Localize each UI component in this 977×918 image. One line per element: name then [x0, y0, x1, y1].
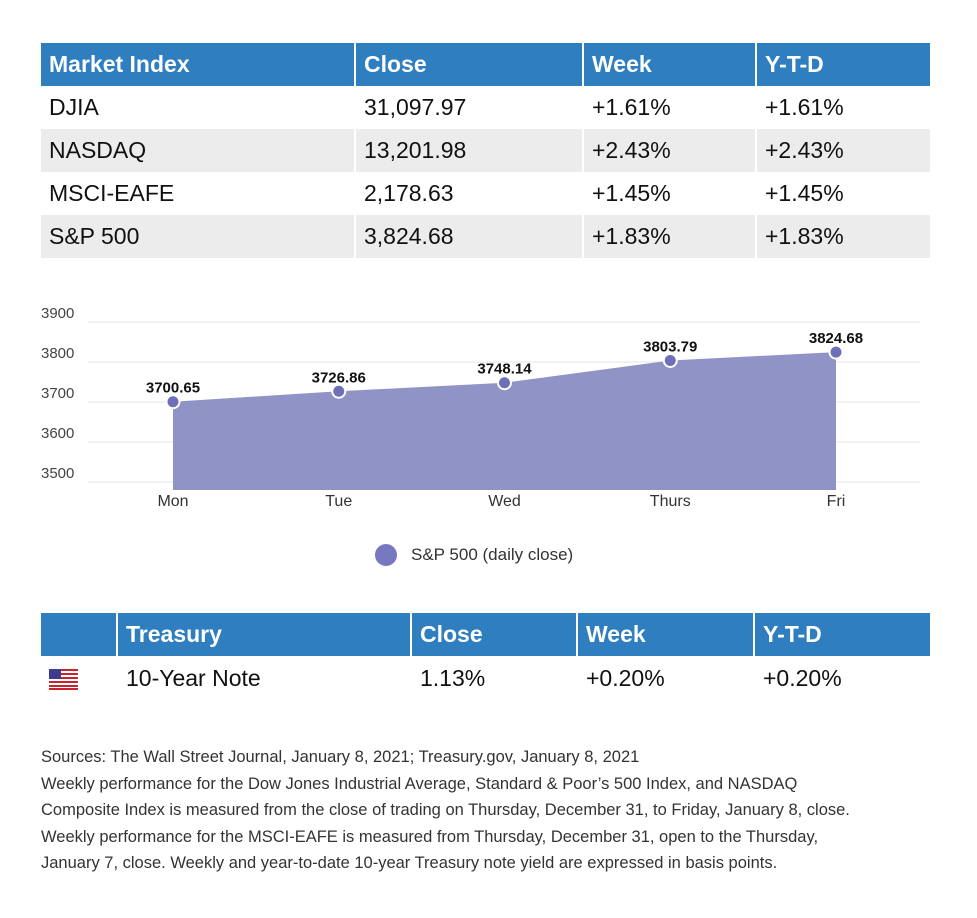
index-week: +1.83%	[583, 215, 757, 258]
y-tick-label: 3800	[41, 345, 74, 362]
flag-cell	[41, 656, 118, 701]
index-ytd: +1.61%	[765, 94, 844, 120]
index-ytd: +2.43%	[756, 129, 930, 172]
column-header-flag	[41, 613, 118, 656]
x-tick-label: Thurs	[650, 493, 691, 510]
chart-legend: S&P 500 (daily close)	[375, 544, 573, 566]
table-row: NASDAQ 13,201.98 +2.43% +2.43%	[41, 129, 930, 172]
treasury-ytd: +0.20%	[763, 665, 842, 691]
data-point	[662, 352, 678, 368]
data-label: 3726.86	[312, 369, 366, 386]
y-tick-label: 3500	[41, 465, 74, 482]
data-label: 3824.68	[809, 330, 863, 347]
index-week: +2.43%	[583, 129, 757, 172]
index-close: 3,824.68	[355, 215, 584, 258]
data-point	[331, 383, 347, 399]
table-header-row: Treasury Close Week Y-T-D	[41, 613, 930, 656]
series-area	[173, 352, 836, 490]
x-tick-label: Wed	[488, 493, 521, 510]
table-row: 10-Year Note 1.13% +0.20% +0.20%	[41, 656, 930, 701]
us-flag-icon	[49, 669, 78, 691]
data-point	[828, 344, 844, 360]
footnotes: Sources: The Wall Street Journal, Januar…	[41, 744, 941, 877]
x-tick-label: Tue	[325, 493, 352, 510]
footnote-line: Weekly performance for the MSCI-EAFE is …	[41, 827, 819, 846]
column-header-week: Week	[583, 43, 757, 86]
index-close: 13,201.98	[355, 129, 584, 172]
treasury-name: 10-Year Note	[117, 656, 412, 701]
column-header-ytd: Y-T-D	[756, 43, 930, 86]
index-name: DJIA	[41, 86, 356, 129]
index-week: +1.45%	[583, 172, 757, 215]
column-header-market-index: Market Index	[41, 43, 356, 86]
index-name: MSCI-EAFE	[41, 172, 356, 215]
index-ytd: +1.45%	[765, 180, 844, 206]
column-header-close: Close	[355, 43, 584, 86]
index-close: 31,097.97	[355, 86, 584, 129]
table-header-row: Market Index Close Week Y-T-D	[41, 43, 930, 86]
index-week: +1.61%	[583, 86, 757, 129]
treasury-table: Treasury Close Week Y-T-D 10-Year Note	[41, 613, 930, 701]
treasury-week: +0.20%	[577, 656, 755, 701]
legend-marker	[375, 544, 397, 566]
market-index-table: Market Index Close Week Y-T-D DJIA 31,09…	[41, 43, 930, 258]
data-label: 3748.14	[477, 361, 532, 378]
sp500-area-chart: 3900 3800 3700 3600 3500 Mon Tue Wed Thurs Fri 3…	[41, 305, 920, 510]
footnote-line: January 7, close. Weekly and year-to-dat…	[41, 854, 778, 872]
y-tick-label: 3600	[41, 425, 74, 442]
data-label: 3803.79	[643, 338, 697, 355]
index-name: S&P 500	[41, 215, 356, 258]
data-point	[165, 394, 181, 410]
footnote-line: Composite Index is measured from the clo…	[41, 801, 850, 819]
index-close: 2,178.63	[355, 172, 584, 215]
column-header-week: Week	[577, 613, 755, 656]
treasury-close: 1.13%	[411, 656, 578, 701]
x-tick-label: Fri	[827, 493, 846, 510]
legend-label: S&P 500 (daily close)	[411, 545, 574, 564]
y-tick-label: 3700	[41, 385, 74, 402]
table-row: S&P 500 3,824.68 +1.83% +1.83%	[41, 215, 930, 258]
table-row: DJIA 31,097.97 +1.61% +1.61%	[41, 86, 930, 129]
index-name: NASDAQ	[41, 129, 356, 172]
data-point	[497, 375, 512, 391]
y-tick-label: 3900	[41, 305, 74, 322]
footnote-line: Weekly performance for the Dow Jones Ind…	[41, 774, 798, 793]
index-ytd: +1.83%	[756, 215, 930, 258]
x-tick-label: Mon	[157, 493, 188, 510]
column-header-ytd: Y-T-D	[754, 613, 930, 656]
column-header-treasury: Treasury	[117, 613, 412, 656]
data-label: 3700.65	[146, 380, 200, 397]
table-row: MSCI-EAFE 2,178.63 +1.45% +1.45%	[41, 172, 930, 215]
column-header-close: Close	[411, 613, 578, 656]
footnote-line: Sources: The Wall Street Journal, Januar…	[41, 748, 640, 766]
